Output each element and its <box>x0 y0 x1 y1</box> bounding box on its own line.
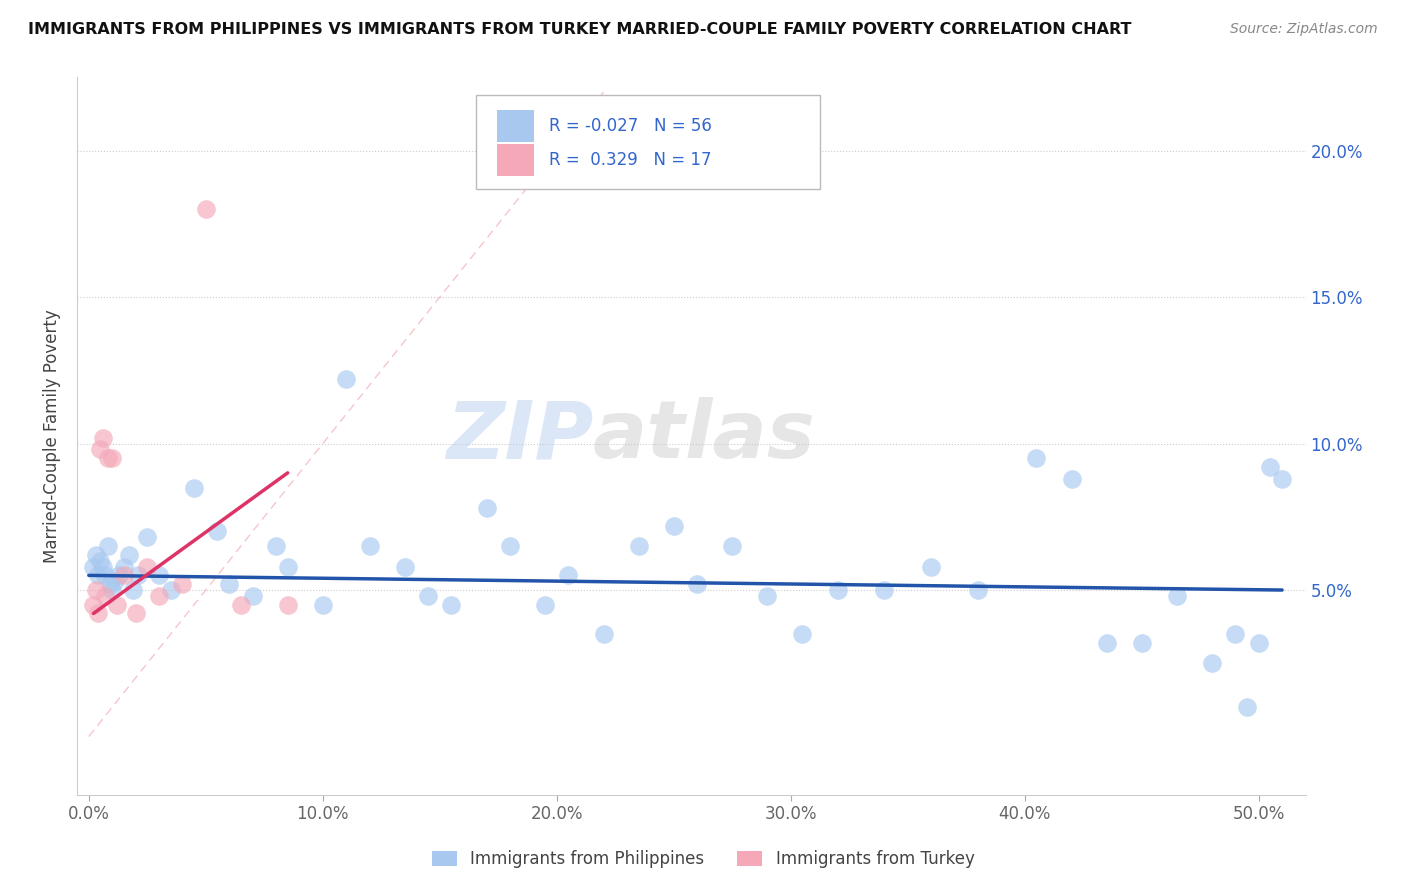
Point <box>1201 657 1223 671</box>
Point <box>124 607 146 621</box>
Point <box>1130 636 1153 650</box>
Point <box>920 559 942 574</box>
Point <box>117 548 139 562</box>
Point <box>1260 460 1282 475</box>
Point <box>84 582 107 597</box>
Point <box>207 524 229 539</box>
Point <box>82 559 104 574</box>
Point <box>98 577 121 591</box>
Point <box>394 559 416 574</box>
Text: ZIP: ZIP <box>446 397 593 475</box>
Point <box>112 559 135 574</box>
Point <box>127 568 149 582</box>
Point <box>105 598 128 612</box>
Point <box>1060 472 1083 486</box>
Point <box>159 582 181 597</box>
Point <box>108 568 131 582</box>
Point <box>721 539 744 553</box>
Point <box>91 431 114 445</box>
Point <box>873 582 896 597</box>
Point <box>534 598 557 612</box>
Point <box>94 568 117 582</box>
Point <box>686 577 709 591</box>
Point <box>592 627 614 641</box>
Point <box>82 598 104 612</box>
Point <box>1225 627 1247 641</box>
Point <box>194 202 217 217</box>
Point <box>1166 589 1188 603</box>
Point <box>89 554 111 568</box>
Legend: Immigrants from Philippines, Immigrants from Turkey: Immigrants from Philippines, Immigrants … <box>425 844 981 875</box>
Point <box>229 598 252 612</box>
Point <box>335 372 357 386</box>
Point <box>91 559 114 574</box>
Point <box>1025 451 1047 466</box>
Point <box>1095 636 1118 650</box>
Point <box>662 518 685 533</box>
Text: Source: ZipAtlas.com: Source: ZipAtlas.com <box>1230 22 1378 37</box>
Point <box>136 559 159 574</box>
Point <box>87 607 110 621</box>
Point <box>1236 700 1258 714</box>
Point <box>1247 636 1270 650</box>
Point <box>827 582 849 597</box>
Point <box>183 481 205 495</box>
Point <box>96 451 118 466</box>
Point <box>87 568 110 582</box>
Bar <box>498 144 534 176</box>
Point <box>148 589 170 603</box>
Point <box>499 539 522 553</box>
Point <box>94 589 117 603</box>
Point <box>475 501 498 516</box>
Point <box>96 539 118 553</box>
Point <box>312 598 335 612</box>
Text: atlas: atlas <box>593 397 815 475</box>
Point <box>627 539 650 553</box>
Point <box>84 548 107 562</box>
Y-axis label: Married-Couple Family Poverty: Married-Couple Family Poverty <box>44 310 60 563</box>
Bar <box>498 110 534 143</box>
Point <box>1271 472 1294 486</box>
Point <box>277 598 299 612</box>
Point <box>557 568 579 582</box>
Point <box>136 530 159 544</box>
Point <box>172 577 194 591</box>
Point <box>440 598 463 612</box>
Point <box>756 589 779 603</box>
Point <box>242 589 264 603</box>
Point <box>112 568 135 582</box>
Text: IMMIGRANTS FROM PHILIPPINES VS IMMIGRANTS FROM TURKEY MARRIED-COUPLE FAMILY POVE: IMMIGRANTS FROM PHILIPPINES VS IMMIGRANT… <box>28 22 1132 37</box>
Point <box>218 577 240 591</box>
Text: R =  0.329   N = 17: R = 0.329 N = 17 <box>548 151 711 169</box>
FancyBboxPatch shape <box>477 95 820 189</box>
Point <box>967 582 990 597</box>
Point <box>148 568 170 582</box>
Point <box>277 559 299 574</box>
Point <box>359 539 381 553</box>
Point <box>89 442 111 457</box>
Point <box>264 539 287 553</box>
Point <box>101 451 124 466</box>
Text: R = -0.027   N = 56: R = -0.027 N = 56 <box>548 117 711 136</box>
Point <box>792 627 814 641</box>
Point <box>122 582 145 597</box>
Point <box>103 574 125 589</box>
Point <box>416 589 439 603</box>
Point <box>101 582 124 597</box>
